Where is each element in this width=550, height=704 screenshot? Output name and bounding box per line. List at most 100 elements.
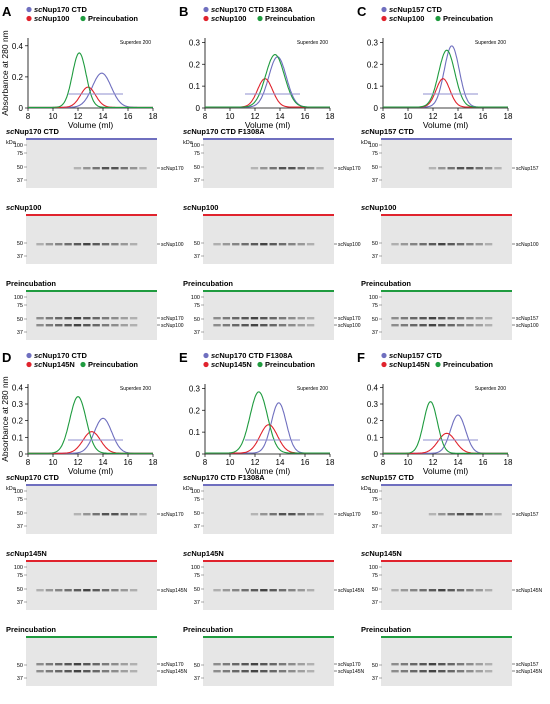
legend-prefix: sc: [389, 360, 398, 369]
band-label: scNup170: [338, 662, 361, 668]
gel-band: [73, 243, 82, 246]
gel-band: [447, 589, 455, 592]
x-tick-label: 18: [326, 112, 335, 121]
legend-label: scNup145N: [211, 360, 252, 369]
y-tick-label: 0.4: [12, 42, 24, 51]
gel-title-text: Nup145N: [369, 549, 402, 558]
gel-band: [475, 670, 483, 673]
gel-band: [428, 167, 437, 170]
mw-label: 75: [17, 303, 23, 309]
gel-band: [269, 663, 277, 666]
gel-band: [297, 513, 305, 516]
gel-band: [83, 167, 91, 170]
column-note: Superdex 200: [297, 386, 328, 392]
x-tick-label: 8: [203, 458, 208, 467]
gel-color-bar: [26, 484, 157, 486]
gel-band: [45, 243, 54, 246]
gel-title-prefix: sc: [361, 473, 370, 482]
gel-band: [466, 317, 474, 320]
gel-title-prefix: sc: [183, 203, 192, 212]
gel-title-prefix: sc: [361, 127, 370, 136]
band-label: scNup170: [161, 316, 184, 322]
y-tick-label: 0: [19, 450, 24, 459]
gel-title: Preincubation: [361, 625, 411, 634]
mw-label: 37: [372, 330, 378, 336]
gel-title-text: Nup145N: [191, 549, 224, 558]
legend-prefix: sc: [389, 351, 398, 360]
series-line: [205, 54, 330, 108]
gel-band: [278, 243, 287, 246]
kda-label: kDa: [361, 486, 372, 492]
gel-band: [120, 167, 128, 170]
gel-band: [475, 243, 483, 246]
gel-band: [438, 670, 446, 673]
mw-label: 75: [17, 497, 23, 503]
legend-marker: [203, 15, 209, 22]
gel-band: [64, 663, 72, 666]
legend-text: Nup157 CTD: [397, 5, 442, 14]
gel-body: [203, 562, 334, 610]
gel-band: [428, 513, 437, 516]
gel-band: [269, 167, 277, 170]
gel-band: [36, 663, 44, 666]
kda-label: kDa: [6, 486, 17, 492]
gel-band: [241, 663, 249, 666]
gel-color-bar: [26, 636, 157, 638]
gel-band: [288, 324, 296, 327]
gel-band: [55, 589, 63, 592]
gel-band: [288, 317, 296, 320]
gel-title-text: Nup157 CTD: [369, 473, 414, 482]
gel-band: [250, 513, 259, 516]
series-line: [205, 391, 330, 454]
gel-body: [26, 562, 157, 610]
gel-band: [36, 317, 44, 320]
legend-marker: [435, 15, 441, 22]
gel-band: [45, 663, 54, 666]
gel-band: [456, 243, 465, 246]
gel-title-prefix: sc: [183, 473, 192, 482]
gel-band: [232, 663, 240, 666]
gel-band: [73, 324, 82, 327]
y-tick-label: 0.2: [12, 73, 24, 82]
gel-band: [83, 670, 91, 673]
gel-band: [101, 324, 110, 327]
mw-label: 37: [194, 676, 200, 682]
gel-band: [83, 663, 91, 666]
gel-band: [288, 167, 296, 170]
mw-label: 50: [194, 511, 200, 517]
legend-prefix: sc: [211, 351, 220, 360]
gel-band: [410, 324, 418, 327]
gel-band: [250, 167, 259, 170]
x-tick-label: 12: [74, 458, 83, 467]
gel-band: [391, 589, 399, 592]
gel-color-bar: [381, 484, 512, 486]
gel-band: [475, 167, 483, 170]
x-tick-label: 14: [276, 458, 285, 467]
gel-band: [419, 324, 427, 327]
gel-band: [456, 324, 465, 327]
mw-label: 37: [372, 676, 378, 682]
mw-label: 37: [194, 178, 200, 184]
legend-label: scNup170 CTD F1308A: [211, 351, 293, 360]
gel-band: [269, 243, 277, 246]
gel-body: [203, 292, 334, 340]
y-tick-label: 0.1: [189, 82, 201, 91]
gel-band: [306, 317, 315, 320]
mw-label: 50: [372, 317, 378, 323]
gel-band: [213, 324, 221, 327]
mw-label: 100: [14, 295, 23, 301]
mw-label: 75: [372, 303, 378, 309]
mw-label: 50: [17, 511, 23, 517]
y-tick-label: 0.1: [12, 433, 24, 442]
gel-band: [45, 324, 54, 327]
gel-band: [278, 663, 287, 666]
legend-prefix: sc: [211, 5, 220, 14]
gel-band: [278, 317, 287, 320]
mw-label: 37: [194, 600, 200, 606]
column-note: Superdex 200: [120, 386, 151, 392]
mw-label: 100: [14, 489, 23, 495]
gel-band: [101, 670, 110, 673]
gel-band: [466, 670, 474, 673]
x-tick-label: 14: [454, 458, 463, 467]
